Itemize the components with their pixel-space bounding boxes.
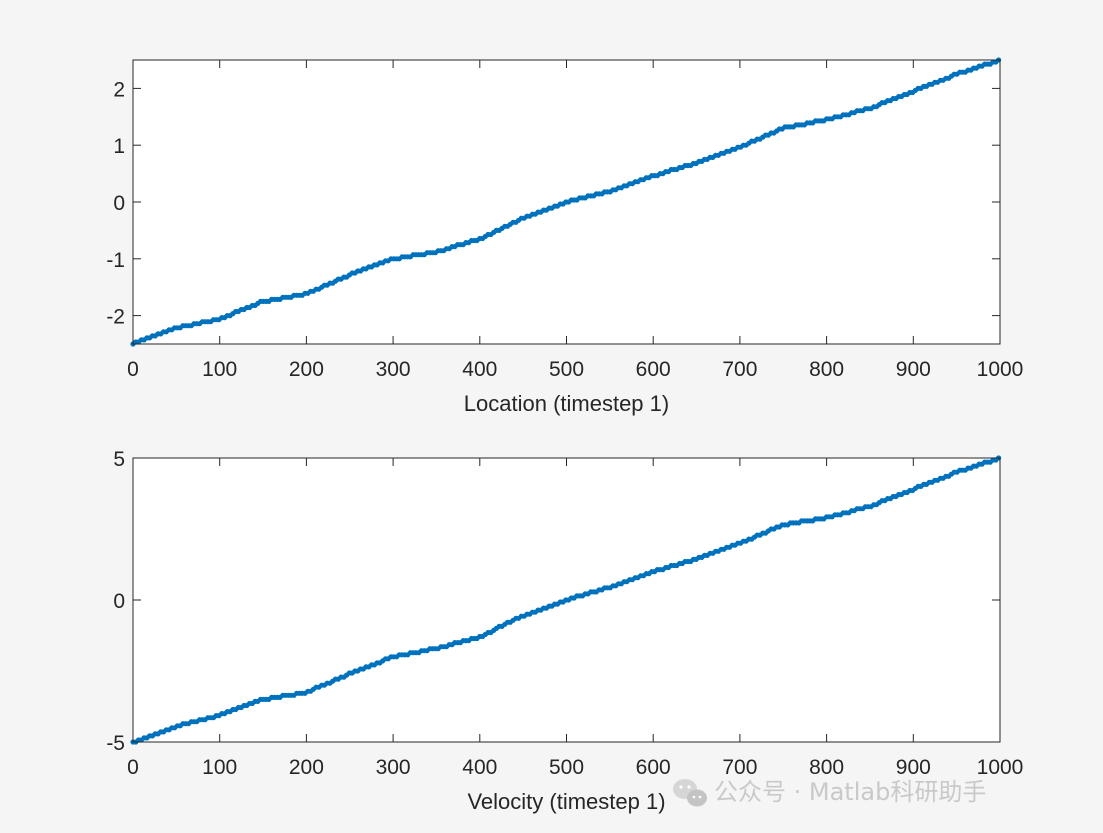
x-tick-label: 400 (462, 756, 497, 779)
x-tick-label: 0 (127, 756, 139, 779)
x-tick-label: 600 (636, 756, 671, 779)
y-tick-label: 0 (113, 192, 125, 215)
x-tick-label: 1000 (977, 756, 1024, 779)
x-tick-label: 300 (376, 756, 411, 779)
watermark: 公众号 · Matlab科研助手 (673, 778, 986, 807)
x-tick-label: 700 (722, 756, 757, 779)
x-tick-label: 100 (202, 358, 237, 381)
x-tick-label: 900 (896, 358, 931, 381)
x-tick-label: 200 (289, 358, 324, 381)
x-tick-label: 100 (202, 756, 237, 779)
y-tick-label: 0 (113, 590, 125, 613)
y-tick-label: -1 (106, 249, 125, 272)
x-tick-label: 300 (376, 358, 411, 381)
y-tick-label: 1 (113, 135, 125, 158)
watermark-text: 公众号 · Matlab科研助手 (714, 778, 986, 806)
x-tick-label: 800 (809, 756, 844, 779)
location-chart: 0 100 200 300 400 500 600 700 800 900 1000 -2 -1 0 1 2 L… (106, 57, 1023, 416)
x-tick-label: 900 (896, 756, 931, 779)
y-tick-label: 5 (113, 448, 125, 471)
location-x-axis-label: Location (timestep 1) (464, 391, 669, 416)
x-tick-label: 200 (289, 756, 324, 779)
velocity-chart: 0 100 200 300 400 500 600 700 800 900 1000-505Velo… (106, 448, 1023, 814)
x-tick-label: 400 (462, 358, 497, 381)
wechat-icon (673, 779, 707, 807)
x-tick-label: 500 (549, 756, 584, 779)
x-tick-label: 1000 (977, 358, 1024, 381)
x-tick-label: 700 (722, 358, 757, 381)
x-tick-label: 500 (549, 358, 584, 381)
y-tick-label: -5 (106, 732, 125, 755)
velocity-x-axis-label: Velocity (timestep 1) (467, 789, 665, 814)
x-tick-label: 600 (636, 358, 671, 381)
y-tick-label: 2 (113, 78, 125, 101)
y-tick-label: -2 (106, 306, 125, 329)
x-tick-label: 0 (127, 358, 139, 381)
x-tick-label: 800 (809, 358, 844, 381)
location-series (130, 57, 1002, 347)
velocity-series (130, 455, 1002, 745)
